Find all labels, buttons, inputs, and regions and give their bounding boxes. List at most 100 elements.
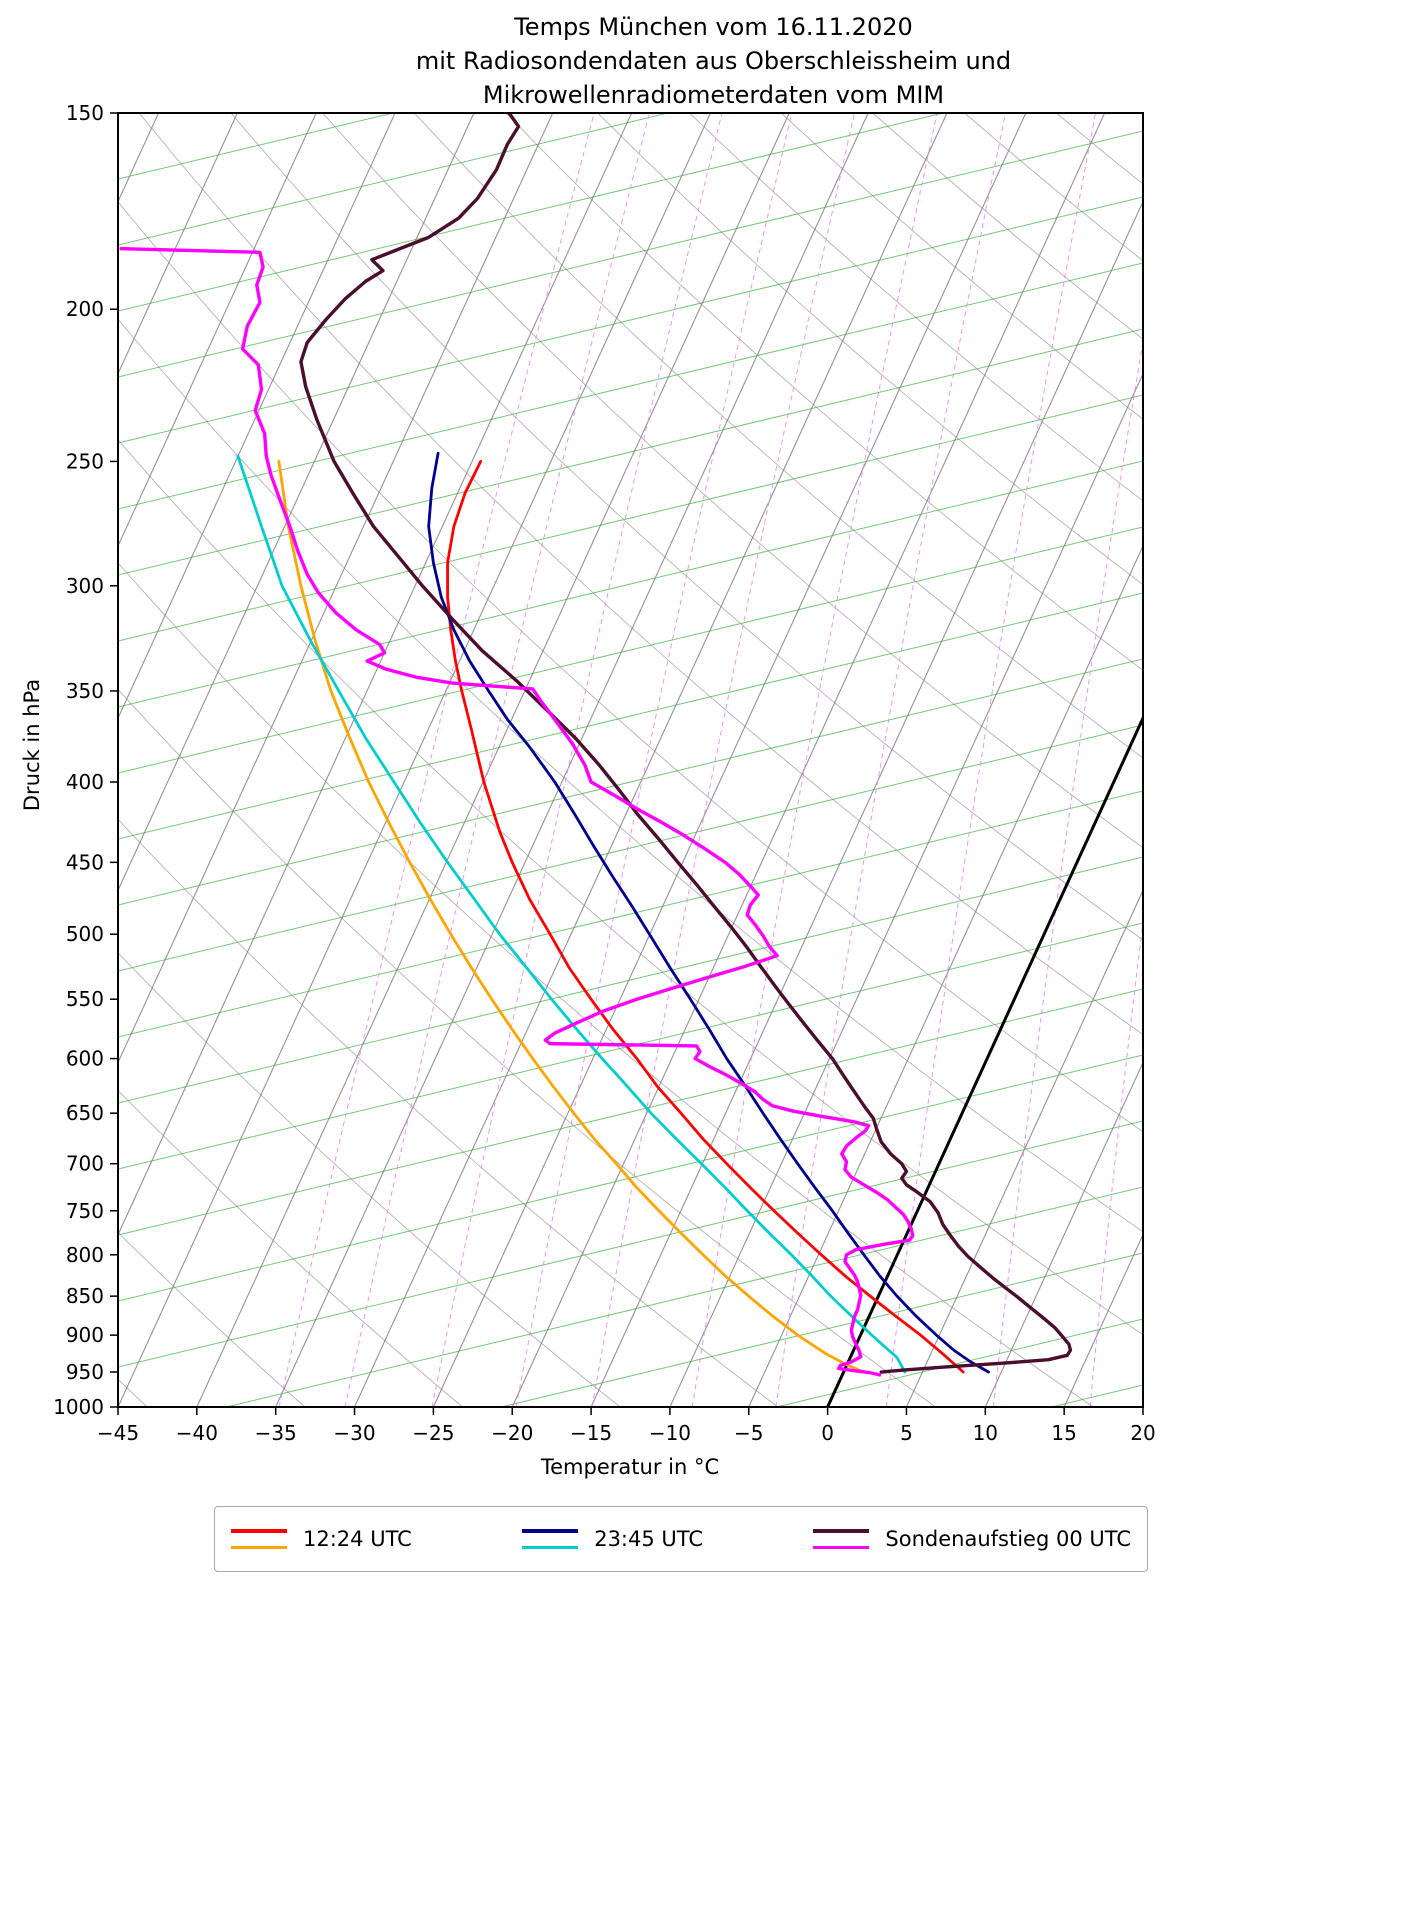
y-tick-label: 700 bbox=[66, 1152, 104, 1176]
x-tick-label: −15 bbox=[570, 1421, 612, 1445]
y-axis-label: Druck in hPa bbox=[20, 678, 44, 812]
legend-line bbox=[231, 1529, 287, 1533]
green-gridline bbox=[118, 724, 1143, 972]
green-gridline bbox=[118, 113, 396, 180]
dry-adiabat bbox=[118, 818, 779, 1407]
x-tick-label: −40 bbox=[176, 1421, 218, 1445]
mixing-ratio-line bbox=[344, 113, 650, 1407]
green-gridline bbox=[118, 526, 1143, 774]
chart-title: Temps München vom 16.11.2020 mit Radioso… bbox=[0, 10, 1427, 112]
dry-adiabat bbox=[138, 113, 1143, 1036]
legend-item: 23:45 UTC bbox=[522, 1527, 703, 1551]
legend-line-swatches bbox=[522, 1529, 579, 1549]
isotherm bbox=[984, 1061, 1143, 1407]
dry-adiabat bbox=[1055, 113, 1143, 185]
isotherm bbox=[1222, 113, 1427, 1407]
y-tick-label: 950 bbox=[66, 1360, 104, 1384]
legend-line-swatches bbox=[813, 1529, 870, 1549]
mixing-ratio-line bbox=[775, 113, 1006, 1407]
mixing-ratio-line bbox=[278, 113, 595, 1407]
green-gridline bbox=[118, 592, 1143, 840]
isotherm bbox=[1063, 1233, 1143, 1407]
legend-item: 12:24 UTC bbox=[231, 1527, 412, 1551]
green-gridline bbox=[118, 1451, 1143, 1697]
dry-adiabat bbox=[689, 113, 1143, 502]
y-tick-label: 600 bbox=[66, 1047, 104, 1071]
y-tick-label: 300 bbox=[66, 574, 104, 598]
isotherm bbox=[748, 544, 1143, 1407]
green-gridline bbox=[774, 1318, 1143, 1407]
green-gridline bbox=[118, 196, 1143, 444]
isotherm bbox=[118, 113, 238, 376]
x-tick-label: 10 bbox=[973, 1421, 998, 1445]
isotherm bbox=[118, 113, 554, 1064]
x-tick-label: −45 bbox=[97, 1421, 139, 1445]
series-t-1224 bbox=[446, 460, 965, 1374]
legend: 12:24 UTC 23:45 UTC Sondenaufstieg 00 UTC bbox=[214, 1506, 1148, 1572]
legend-line bbox=[231, 1545, 287, 1549]
isotherm bbox=[118, 113, 396, 720]
x-tick-label: 0 bbox=[821, 1421, 834, 1445]
green-gridline bbox=[118, 113, 671, 246]
green-gridline bbox=[118, 113, 121, 114]
x-tick-label: 15 bbox=[1051, 1421, 1076, 1445]
isotherm bbox=[0, 113, 1, 1407]
isotherm bbox=[590, 200, 1143, 1407]
dry-adiabat bbox=[1148, 113, 1427, 1407]
dry-adiabat bbox=[505, 113, 1143, 671]
green-gridline bbox=[118, 790, 1143, 1038]
y-tick-label: 800 bbox=[66, 1243, 104, 1267]
chart-title-line1: Temps München vom 16.11.2020 bbox=[514, 13, 913, 41]
green-gridline bbox=[118, 394, 1143, 642]
legend-item: Sondenaufstieg 00 UTC bbox=[813, 1527, 1131, 1551]
isotherm bbox=[275, 113, 869, 1407]
dry-adiabat bbox=[230, 113, 1143, 941]
legend-line bbox=[813, 1529, 870, 1533]
y-tick-label: 1000 bbox=[53, 1395, 104, 1419]
y-tick-label: 650 bbox=[66, 1101, 104, 1125]
isotherm bbox=[118, 113, 317, 548]
y-tick-label: 550 bbox=[66, 987, 104, 1011]
legend-label: Sondenaufstieg 00 UTC bbox=[885, 1527, 1131, 1551]
green-gridline bbox=[118, 856, 1143, 1104]
isotherm bbox=[118, 113, 711, 1407]
green-gridline bbox=[118, 130, 1143, 378]
x-tick-label: 20 bbox=[1130, 1421, 1155, 1445]
dry-adiabat bbox=[872, 113, 1143, 340]
series-t-2345 bbox=[427, 451, 990, 1374]
dry-adiabat bbox=[118, 1089, 463, 1407]
isotherm bbox=[1380, 113, 1427, 1407]
dry-adiabat bbox=[780, 113, 1143, 420]
dry-adiabat bbox=[322, 113, 1143, 849]
mixing-ratio-line bbox=[515, 113, 793, 1407]
x-tick-label: −20 bbox=[491, 1421, 533, 1445]
series-td-1224 bbox=[277, 460, 866, 1374]
dry-adiabat bbox=[597, 113, 1143, 586]
legend-line bbox=[813, 1545, 870, 1549]
y-tick-label: 500 bbox=[66, 922, 104, 946]
dry-adiabat bbox=[118, 1231, 306, 1407]
series-td-sonde00 bbox=[119, 246, 915, 1377]
x-tick-label: −35 bbox=[255, 1421, 297, 1445]
green-gridline bbox=[118, 988, 1143, 1236]
green-gridline bbox=[224, 1186, 1143, 1407]
y-tick-label: 200 bbox=[66, 297, 104, 321]
mixing-ratio-line bbox=[1089, 918, 1143, 1407]
dry-adiabat bbox=[118, 562, 1094, 1407]
green-gridline bbox=[118, 262, 1143, 510]
isotherm bbox=[669, 372, 1143, 1407]
series-t-sonde00 bbox=[299, 113, 1073, 1374]
axis-ticks: −45 −40 −35 −30 −25 −20 −15 −10 −5 0 5 10 15 20 150 200… bbox=[53, 101, 1156, 1445]
y-tick-label: 400 bbox=[66, 770, 104, 794]
y-tick-label: 900 bbox=[66, 1323, 104, 1347]
legend-line bbox=[522, 1529, 579, 1533]
isotherm bbox=[511, 113, 1106, 1407]
x-axis-label: Temperatur in °C bbox=[540, 1455, 720, 1479]
x-tick-label: −10 bbox=[649, 1421, 691, 1445]
green-gridline bbox=[118, 1054, 1143, 1302]
plot-background bbox=[0, 113, 1427, 1697]
legend-label: 23:45 UTC bbox=[594, 1527, 704, 1551]
isotherm bbox=[1142, 1405, 1143, 1407]
green-gridline bbox=[499, 1252, 1143, 1407]
